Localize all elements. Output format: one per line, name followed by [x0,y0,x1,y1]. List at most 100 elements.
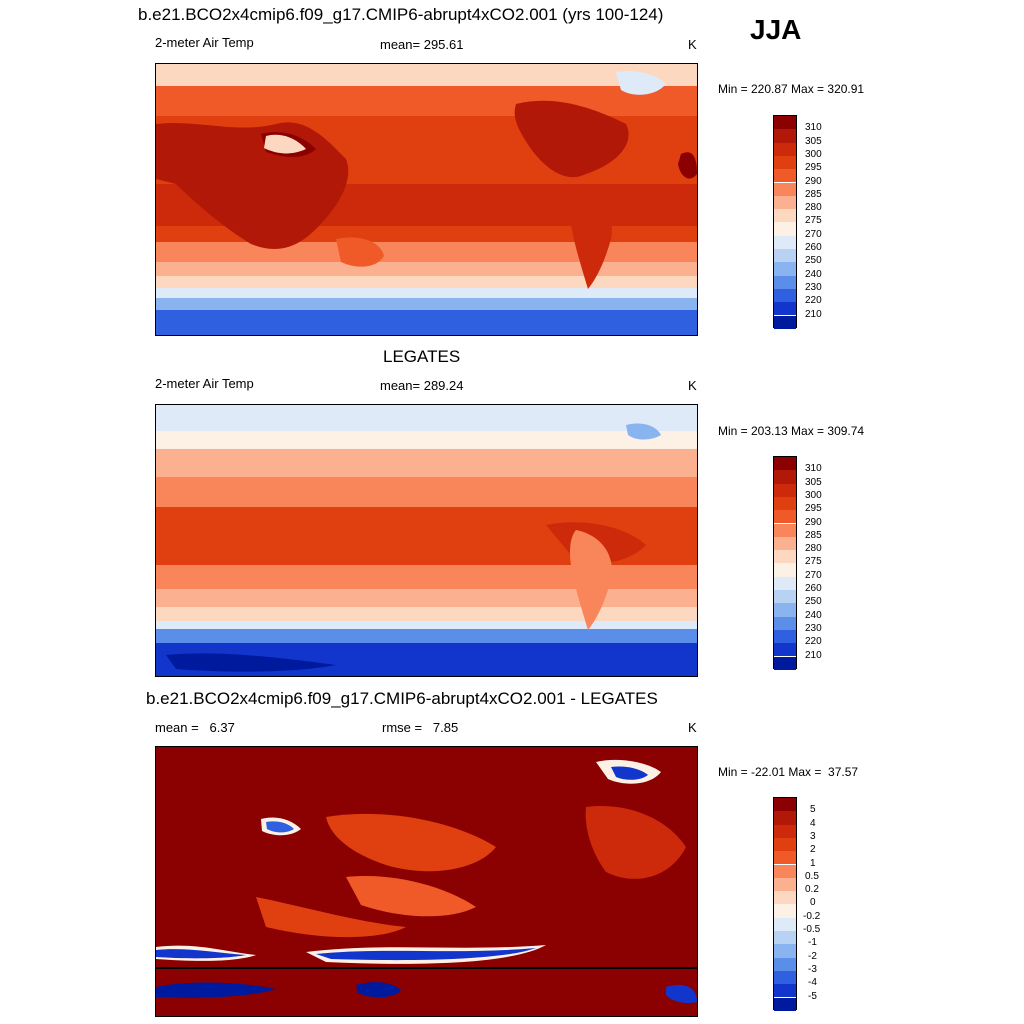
colorbar-swatch [774,235,796,249]
panel-3-map [155,746,698,1017]
colorbar-label: 275 [805,215,822,227]
colorbar-label: 300 [805,148,822,160]
colorbar-label: 285 [805,529,822,541]
colorbar-label: 4 [810,817,816,829]
panel-3-units: K [688,720,697,735]
season-label: JJA [750,14,802,45]
colorbar-swatch [774,536,796,551]
panel-1-units: K [688,37,697,52]
antarctic-negative-anomaly-center [356,982,401,998]
colorbar-label: -2 [808,950,817,962]
colorbar-label: 3 [810,830,816,842]
colorbar-swatch [774,315,796,329]
panel-1-minmax: Min = 220.87 Max = 320.91 [718,82,865,96]
colorbar-swatch [774,510,796,524]
colorbar-swatch [774,550,796,564]
colorbar-swatch [774,262,796,276]
antarctic-coastline [156,967,697,969]
southern-ocean-band [156,607,697,621]
colorbar-label: -1 [808,937,817,949]
panel-2-map-plot [156,405,697,676]
atlantic-moderate-region [585,806,686,879]
colorbar-label: 275 [805,556,822,568]
colorbar-label: 250 [805,255,822,267]
panel-3-map-plot [156,747,697,1016]
colorbar-label: 280 [805,543,822,555]
panel-1-mean-label: mean= 295.61 [380,37,464,52]
australia-landmass [336,237,384,267]
colorbar-label: -3 [808,963,817,975]
colorbar-label: 280 [805,202,822,214]
sea-ice-edge-band [156,621,697,629]
colorbar-label: 270 [805,228,822,240]
tropical-moderate-region [346,876,476,917]
colorbar-swatch [774,931,796,945]
colorbar-swatch [774,222,796,236]
field-background [156,747,697,1016]
southern-midlat-band [156,262,697,276]
southern-ocean-band [156,276,697,288]
colorbar-label: 2 [810,844,816,856]
colorbar-label: -0.5 [803,924,821,935]
colorbar-label: 220 [805,636,822,648]
northern-subtropic-band [156,477,697,507]
colorbar-label: 305 [805,476,822,488]
panel-1-colorbar: 310 305 300 295 290 285 280 275 270 260 … [773,115,903,330]
colorbar-label: 240 [805,609,822,621]
panel-3-colorbar-swatches [773,797,797,1011]
colorbar-swatch [774,129,796,143]
colorbar-label: 5 [810,804,816,816]
colorbar-swatch [774,997,796,1011]
colorbar-label: 260 [805,242,822,253]
panel-2-colorbar-swatches [773,456,797,670]
colorbar-label: 210 [805,649,822,661]
greenland-ice [626,423,661,440]
panel-1-map-plot [156,64,697,335]
sea-ice-edge-band [156,288,697,298]
colorbar-swatch [774,116,796,130]
colorbar-swatch [774,984,796,998]
colorbar-swatch [774,851,796,865]
panel-3-minmax: Min = -22.01 Max = 37.57 [718,765,859,779]
colorbar-swatch [774,643,796,657]
panel-1-title: b.e21.BCO2x4cmip6.f09_g17.CMIP6-abrupt4x… [138,5,664,24]
antarctic-negative-anomaly-east [666,984,697,1004]
colorbar-swatch [774,169,796,183]
sea-ice-negative-anomaly-west [156,949,246,959]
north-america-landmass [514,100,629,178]
colorbar-label: 220 [805,295,822,307]
northern-midlat-band [156,449,697,477]
colorbar-swatch [774,590,796,604]
colorbar-label: 250 [805,596,822,608]
antarctic-coast-band [156,629,697,643]
colorbar-label: 295 [805,162,822,174]
northern-midlat-band [156,86,697,116]
colorbar-swatch [774,629,796,644]
colorbar-label: -5 [808,990,817,1002]
colorbar-swatch [774,209,796,223]
colorbar-swatch [774,563,796,577]
colorbar-label: 270 [805,569,822,581]
colorbar-swatch [774,142,796,156]
colorbar-swatch [774,470,796,484]
tibet-negative-anomaly [266,821,294,833]
colorbar-label: 230 [805,622,822,634]
colorbar-swatch [774,824,796,838]
colorbar-swatch [774,864,796,878]
colorbar-label: -4 [808,977,817,989]
north-africa-hot-region [678,152,697,179]
arctic-band [156,64,697,86]
indian-ocean-moderate-region [256,897,406,938]
tibetan-plateau [264,134,306,154]
colorbar-swatch [774,656,796,670]
panel-3-colorbar: 5 4 3 2 1 0.5 0.2 0 -0.2 -0.5 -1 -2 -3 -… [773,797,903,1012]
panel-2-title: LEGATES [383,347,461,366]
south-america-landmass [570,189,612,289]
colorbar-swatch [774,155,796,170]
antarctic-interior-band [156,310,697,335]
colorbar-swatch [774,249,796,263]
greenland-negative-anomaly [611,766,648,780]
colorbar-swatch [774,288,796,303]
colorbar-swatch [774,957,796,971]
colorbar-label: 240 [805,268,822,280]
